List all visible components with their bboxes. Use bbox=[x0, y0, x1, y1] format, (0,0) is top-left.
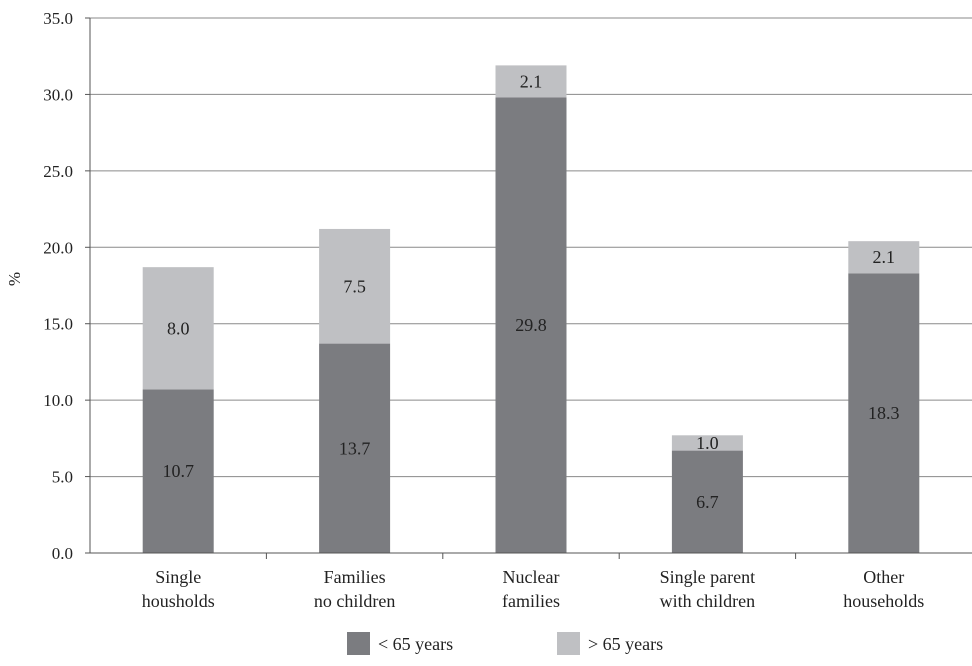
data-label: 1.0 bbox=[696, 433, 719, 453]
bar-segment bbox=[671, 450, 743, 553]
x-category-label: Other bbox=[863, 567, 904, 587]
x-axis-labels: Single housholds Families no children Nuclea… bbox=[142, 567, 925, 611]
legend: < 65 years > 65 years bbox=[347, 632, 663, 655]
y-tick-label: 25.0 bbox=[43, 162, 73, 181]
data-label: 2.1 bbox=[873, 247, 896, 267]
x-category-label: Nuclear bbox=[503, 567, 560, 587]
y-tick-label: 5.0 bbox=[52, 468, 73, 487]
data-label: 8.0 bbox=[167, 318, 190, 338]
y-tick-label: 20.0 bbox=[43, 238, 73, 257]
bar-segment bbox=[495, 97, 567, 553]
data-label: 18.3 bbox=[868, 403, 900, 423]
legend-swatch bbox=[557, 632, 580, 655]
legend-label: > 65 years bbox=[588, 634, 663, 654]
x-category-label: no children bbox=[314, 591, 395, 611]
bar-segment bbox=[848, 241, 920, 274]
data-label: 29.8 bbox=[515, 315, 547, 335]
y-tick-label: 30.0 bbox=[43, 85, 73, 104]
bar-segment bbox=[848, 273, 920, 553]
data-label: 7.5 bbox=[343, 276, 366, 296]
bars: 10.7 8.0 13.7 7.5 29.8 2.1 6.7 1.0 18.3 2.1 bbox=[142, 65, 920, 553]
data-label: 2.1 bbox=[520, 71, 543, 91]
bar-segment bbox=[142, 267, 214, 390]
y-axis-title: % bbox=[5, 272, 24, 286]
axes bbox=[89, 18, 972, 559]
y-tick-label: 35.0 bbox=[43, 9, 73, 28]
data-label: 6.7 bbox=[696, 492, 719, 512]
x-category-label: housholds bbox=[142, 591, 215, 611]
x-category-label: Single bbox=[155, 567, 201, 587]
bar-segment bbox=[495, 65, 567, 98]
data-label: 13.7 bbox=[339, 438, 371, 458]
legend-swatch bbox=[347, 632, 370, 655]
data-label: 10.7 bbox=[162, 461, 194, 481]
x-category-label: with children bbox=[660, 591, 755, 611]
bar-segment bbox=[142, 389, 214, 553]
legend-label: < 65 years bbox=[378, 634, 453, 654]
bar-segment bbox=[319, 343, 391, 553]
y-tick-label: 0.0 bbox=[52, 544, 73, 563]
x-category-label: Single parent bbox=[660, 567, 755, 587]
bar-segment bbox=[319, 228, 391, 344]
x-category-label: households bbox=[843, 591, 924, 611]
y-tick-label: 15.0 bbox=[43, 315, 73, 334]
bar-segment bbox=[671, 435, 743, 451]
x-category-label: families bbox=[502, 591, 560, 611]
y-tick-label: 10.0 bbox=[43, 391, 73, 410]
y-axis-ticks: 0.0 5.0 10.0 15.0 20.0 25.0 30.0 35.0 bbox=[43, 9, 90, 563]
x-category-label: Families bbox=[324, 567, 386, 587]
